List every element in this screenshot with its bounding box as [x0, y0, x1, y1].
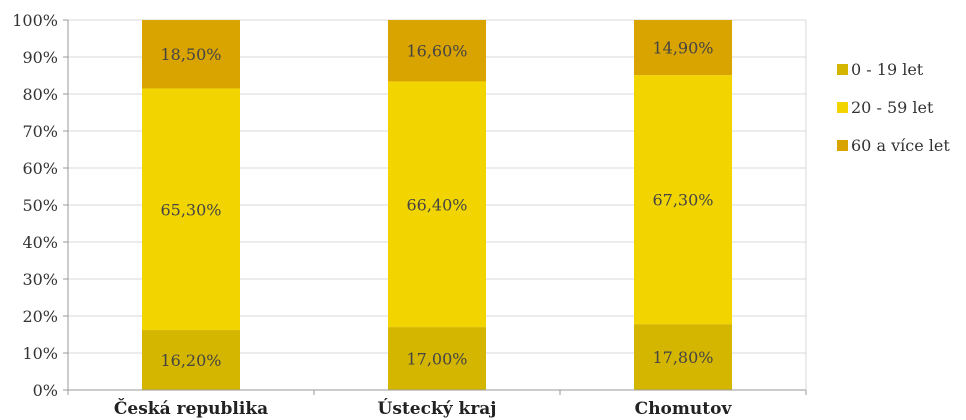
- axis-layer: 0% 10% 20% 30% 40% 50% 60% 70% 80% 90% 100%: [12, 11, 807, 400]
- data-label: 17,00%: [406, 350, 467, 369]
- data-label: 16,20%: [160, 351, 221, 370]
- data-label: 65,30%: [160, 200, 221, 219]
- data-label: 16,60%: [406, 42, 467, 61]
- y-tick-label: 30%: [22, 270, 58, 289]
- legend-swatch: [837, 64, 848, 75]
- data-label: 67,30%: [652, 191, 713, 210]
- y-tick-label: 10%: [22, 344, 58, 363]
- y-tick-label: 20%: [22, 307, 58, 326]
- bar-segment: [142, 20, 240, 89]
- legend: 0 - 19 let 20 - 59 let 60 a více let: [837, 60, 950, 155]
- x-category-label: Chomutov: [635, 399, 733, 419]
- data-label: 14,90%: [652, 39, 713, 58]
- bars-layer: [142, 20, 732, 390]
- y-tick-label: 100%: [12, 11, 58, 30]
- y-tick-label: 0%: [33, 381, 58, 400]
- y-tick-label: 80%: [22, 85, 58, 104]
- y-tick-label: 40%: [22, 233, 58, 252]
- x-category-label: Česká republika: [114, 398, 268, 419]
- y-tick-label: 60%: [22, 159, 58, 178]
- bar-segment: [142, 88, 240, 331]
- data-label: 17,80%: [652, 348, 713, 367]
- legend-label: 0 - 19 let: [851, 60, 924, 79]
- bar-segment: [634, 75, 732, 325]
- legend-swatch: [837, 102, 848, 113]
- y-tick-label: 50%: [22, 196, 58, 215]
- bar-segment: [634, 324, 732, 390]
- legend-swatch: [837, 140, 848, 151]
- bar-segment: [388, 20, 486, 82]
- bar-segment: [634, 20, 732, 76]
- labels-layer: 16,20% 65,30% 18,50% Česká republika 17,00% 6…: [114, 39, 733, 419]
- data-label: 66,40%: [406, 195, 467, 214]
- legend-label: 20 - 59 let: [851, 98, 934, 117]
- y-tick-label: 70%: [22, 122, 58, 141]
- bar-segment: [142, 330, 240, 390]
- bar-segment: [388, 81, 486, 328]
- x-category-label: Ústecký kraj: [378, 398, 497, 419]
- y-tick-label: 90%: [22, 48, 58, 67]
- data-label: 18,50%: [160, 45, 221, 64]
- bar-segment: [388, 327, 486, 390]
- legend-label: 60 a více let: [851, 136, 950, 155]
